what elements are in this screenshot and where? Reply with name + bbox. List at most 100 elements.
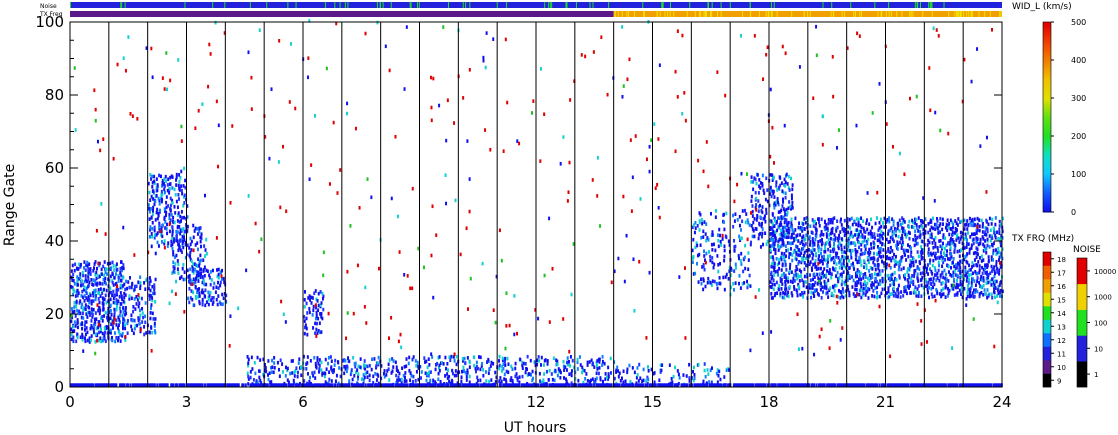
data-point bbox=[761, 184, 764, 188]
data-point bbox=[151, 291, 154, 296]
data-point bbox=[817, 249, 820, 253]
data-point bbox=[969, 267, 972, 272]
data-point bbox=[425, 378, 428, 383]
data-point bbox=[894, 383, 897, 387]
data-point bbox=[482, 373, 485, 378]
data-point bbox=[191, 383, 194, 387]
data-point bbox=[320, 330, 323, 334]
data-point bbox=[771, 222, 774, 226]
data-point bbox=[186, 243, 189, 248]
txfreq-strip-tick bbox=[978, 11, 980, 17]
data-point bbox=[887, 232, 890, 236]
data-point bbox=[153, 286, 156, 290]
data-point bbox=[858, 270, 861, 274]
data-point bbox=[279, 205, 282, 210]
data-point bbox=[811, 231, 814, 235]
data-point bbox=[752, 187, 755, 192]
data-point bbox=[87, 277, 90, 281]
data-point bbox=[812, 240, 815, 245]
data-point bbox=[296, 374, 299, 379]
data-point bbox=[208, 275, 211, 280]
txfreq-strip-tick bbox=[960, 11, 962, 17]
data-point bbox=[911, 273, 914, 278]
data-point bbox=[193, 303, 196, 308]
data-point bbox=[567, 360, 570, 364]
data-point bbox=[947, 291, 950, 295]
data-point bbox=[425, 383, 428, 387]
data-point bbox=[156, 188, 159, 193]
txfreq-strip-tick bbox=[706, 11, 708, 17]
data-point bbox=[154, 277, 157, 282]
data-point bbox=[135, 302, 138, 306]
data-point bbox=[776, 269, 779, 274]
data-point bbox=[448, 355, 451, 359]
data-point bbox=[944, 383, 947, 387]
data-point bbox=[800, 260, 803, 265]
data-point bbox=[92, 293, 95, 298]
data-point bbox=[131, 281, 134, 286]
data-point bbox=[777, 383, 780, 387]
data-point bbox=[940, 294, 943, 299]
data-point bbox=[938, 278, 941, 283]
data-point bbox=[128, 297, 131, 301]
data-point bbox=[109, 309, 112, 313]
data-point bbox=[797, 225, 800, 230]
data-point bbox=[180, 275, 183, 279]
data-point bbox=[151, 383, 154, 387]
data-point bbox=[790, 217, 793, 222]
data-point bbox=[992, 251, 995, 256]
data-point bbox=[161, 180, 164, 185]
data-point bbox=[999, 254, 1002, 258]
data-point bbox=[98, 300, 101, 305]
data-point bbox=[963, 383, 966, 387]
data-point bbox=[764, 197, 767, 202]
data-point bbox=[81, 289, 84, 294]
data-point bbox=[186, 383, 189, 387]
data-point bbox=[508, 323, 511, 328]
data-point bbox=[810, 290, 813, 295]
data-point bbox=[112, 296, 115, 301]
data-point bbox=[132, 331, 135, 336]
data-point bbox=[200, 236, 203, 240]
data-point bbox=[636, 383, 639, 387]
data-point bbox=[792, 383, 795, 387]
data-point bbox=[954, 226, 957, 231]
data-point bbox=[100, 267, 103, 272]
data-point bbox=[82, 306, 85, 310]
data-point bbox=[836, 301, 839, 305]
data-point bbox=[713, 279, 716, 284]
data-point bbox=[492, 361, 495, 366]
data-point bbox=[757, 209, 760, 214]
data-point bbox=[305, 383, 308, 387]
data-point bbox=[131, 383, 134, 387]
data-point bbox=[81, 311, 84, 316]
data-point bbox=[149, 279, 152, 283]
data-point bbox=[236, 383, 239, 387]
data-point bbox=[260, 381, 263, 385]
data-point bbox=[811, 256, 814, 261]
data-point bbox=[783, 220, 786, 225]
data-point bbox=[857, 383, 860, 387]
data-point bbox=[870, 246, 873, 250]
data-point bbox=[852, 241, 855, 245]
data-point bbox=[776, 188, 779, 192]
data-point bbox=[782, 238, 785, 243]
data-point bbox=[710, 366, 713, 370]
data-point bbox=[594, 380, 597, 385]
noise-strip-tick bbox=[506, 2, 508, 8]
data-point bbox=[883, 225, 886, 229]
data-point bbox=[846, 255, 849, 260]
data-point bbox=[930, 292, 933, 296]
data-point bbox=[73, 320, 76, 324]
data-point bbox=[790, 232, 793, 237]
data-point bbox=[647, 369, 650, 373]
data-point bbox=[883, 277, 886, 281]
data-point bbox=[741, 209, 744, 213]
data-point bbox=[926, 266, 929, 271]
data-point bbox=[181, 266, 184, 271]
data-point bbox=[450, 383, 453, 387]
data-point bbox=[976, 222, 979, 227]
data-point bbox=[823, 267, 826, 271]
data-point bbox=[975, 255, 978, 260]
noise-strip-tick bbox=[930, 2, 932, 8]
